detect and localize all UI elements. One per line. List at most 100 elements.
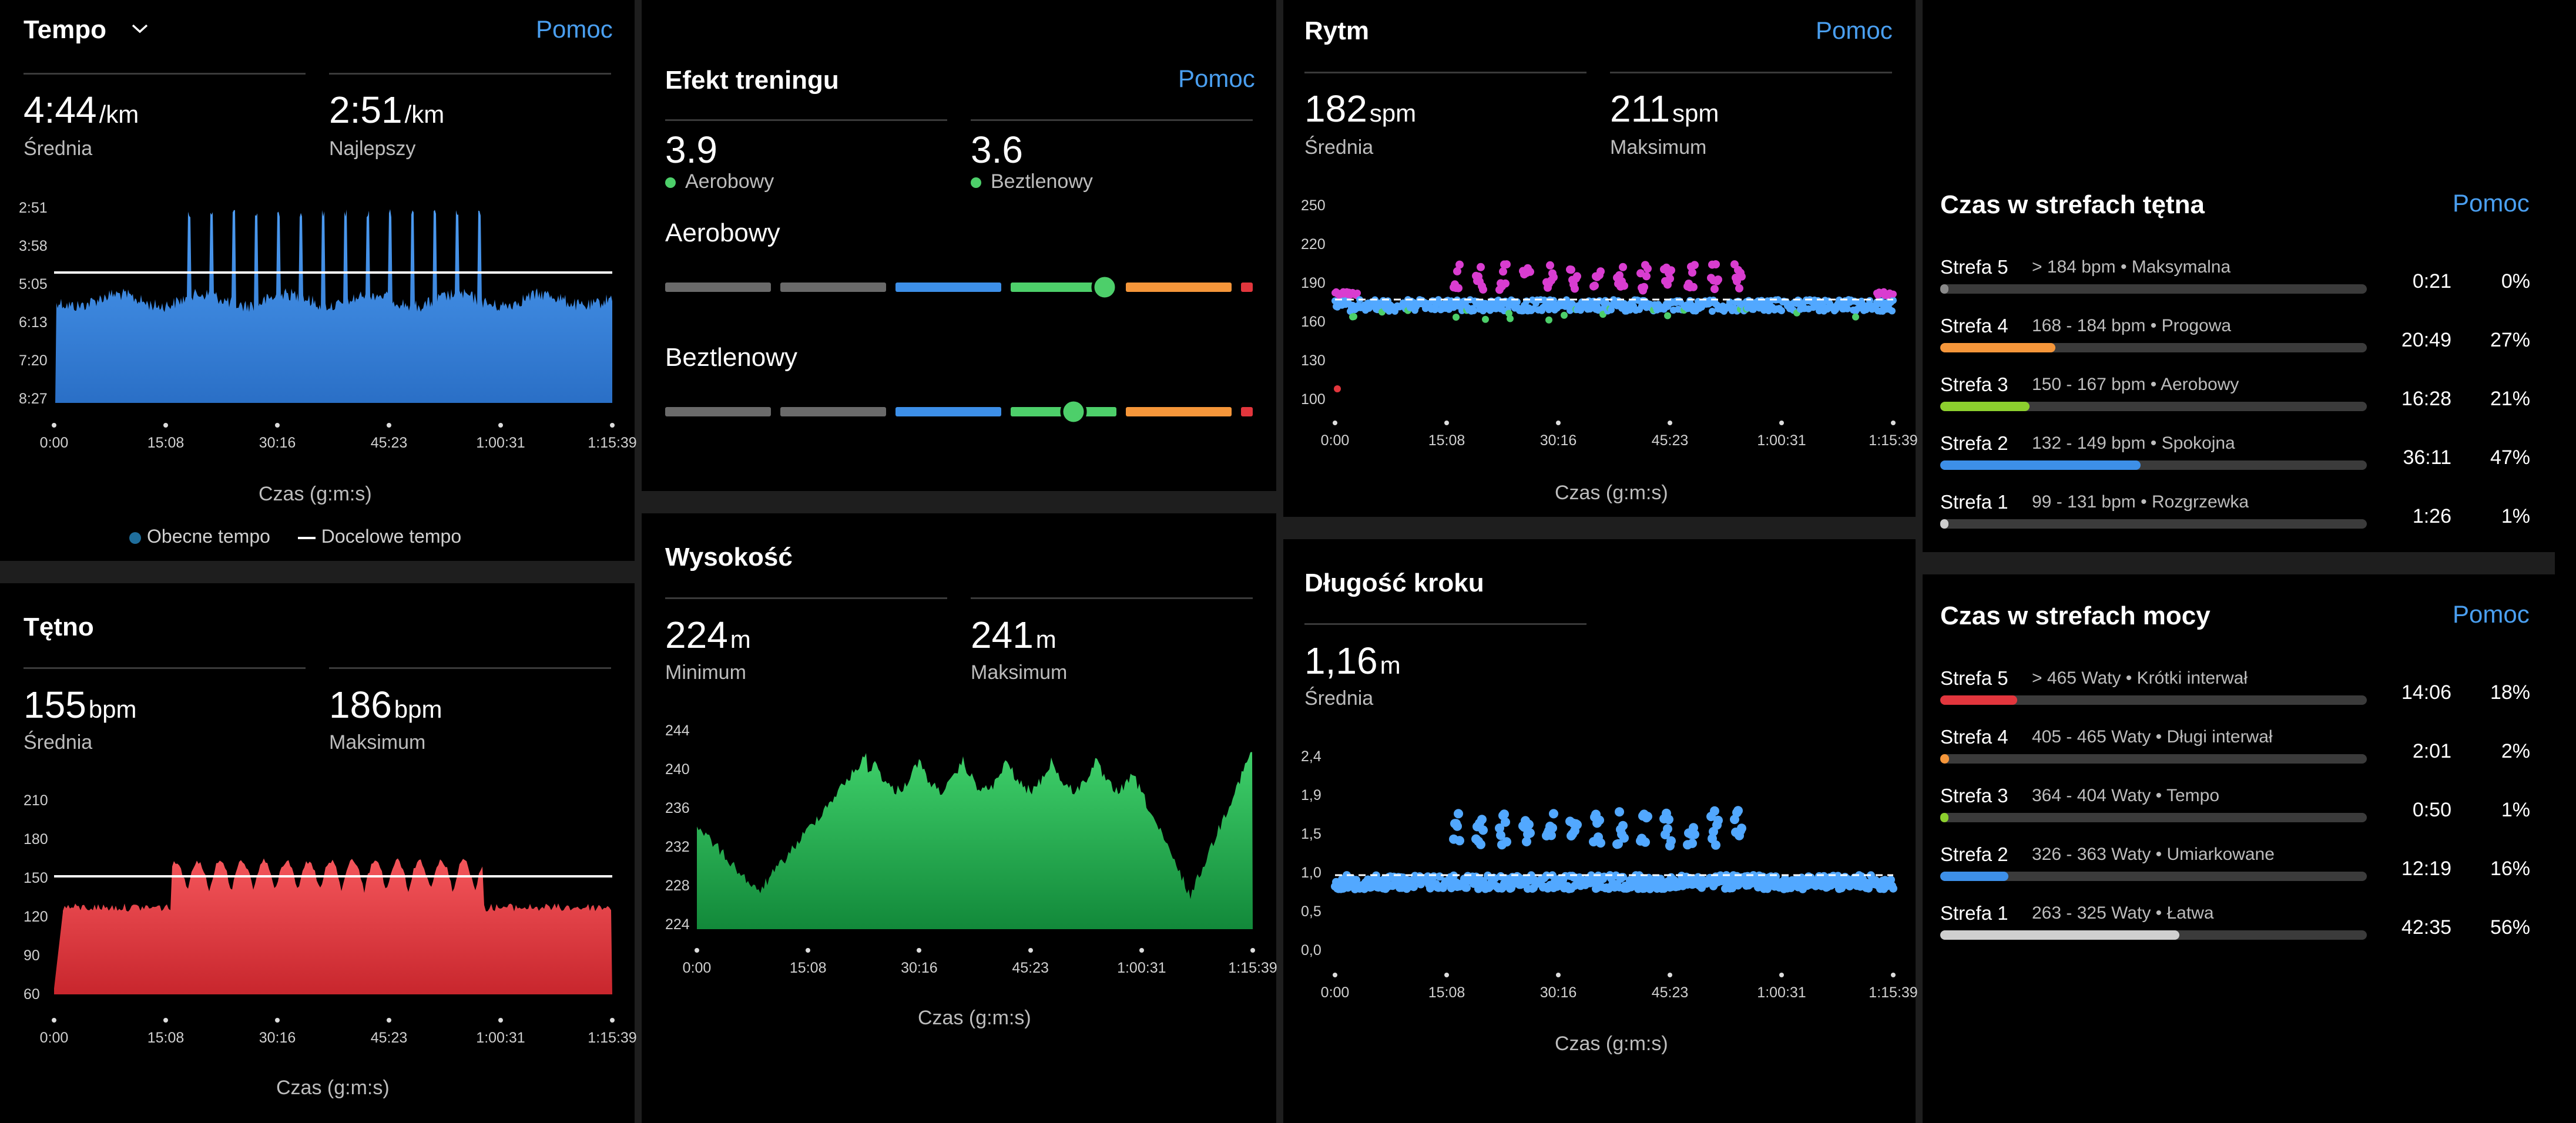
hr-x-tick-dot xyxy=(610,1018,615,1023)
cadence-y-tick: 130 xyxy=(1301,352,1326,369)
cadence-point xyxy=(1710,285,1719,294)
power-zone-bar xyxy=(1940,695,2367,705)
cadence-point xyxy=(1642,272,1651,281)
cadence-point xyxy=(1573,272,1581,281)
divider xyxy=(329,73,611,75)
training-effect-panel: Efekt treningu Pomoc 3.9 Aerobowy 3.6 Be… xyxy=(642,0,1276,491)
pace-legend: Obecne tempo Docelowe tempo xyxy=(129,526,461,547)
hr-x-tick: 45:23 xyxy=(370,1030,408,1046)
cadence-help-link[interactable]: Pomoc xyxy=(1816,16,1893,44)
power-zone-row[interactable]: Strefa 2 326 - 363 Waty • Umiarkowane 12:1… xyxy=(1923,843,2555,896)
power-zone-name: Strefa 2 xyxy=(1940,843,2008,865)
pace-help-link[interactable]: Pomoc xyxy=(536,15,613,43)
hr-zones-title: Czas w strefach tętna xyxy=(1940,190,2205,219)
stride-point xyxy=(1525,828,1535,838)
cadence-point xyxy=(1690,261,1699,270)
cadence-point xyxy=(1591,281,1599,290)
pace-x-tick: 30:16 xyxy=(259,435,296,451)
stride-y-tick: 1,5 xyxy=(1301,826,1321,842)
heart-rate-chart[interactable] xyxy=(54,801,612,998)
altitude-y-tick: 236 xyxy=(665,800,690,816)
hr-y-tick: 180 xyxy=(24,831,48,848)
cadence-point xyxy=(1482,315,1489,323)
hr-zone-row[interactable]: Strefa 3 150 - 167 bpm • Aerobowy 16:28 21% xyxy=(1923,374,2555,426)
power-zone-row[interactable]: Strefa 4 405 - 465 Waty • Długi interwał 2… xyxy=(1923,726,2555,779)
cadence-point xyxy=(1350,313,1357,320)
cadence-x-tick: 45:23 xyxy=(1651,432,1689,449)
hr-zone-row[interactable]: Strefa 2 132 - 149 bpm • Spokojna 36:11 47% xyxy=(1923,432,2555,485)
cadence-y-tick: 190 xyxy=(1301,275,1326,291)
power-zone-desc: 405 - 465 Waty • Długi interwał xyxy=(2032,727,2273,747)
divider xyxy=(1283,517,1916,539)
hr-zones-help-link[interactable]: Pomoc xyxy=(2453,189,2530,217)
cadence-y-tick: 220 xyxy=(1301,236,1326,253)
cadence-point xyxy=(1334,385,1341,392)
stride-point xyxy=(1666,836,1676,846)
hr-zone-bar xyxy=(1940,519,2367,529)
stride-point xyxy=(1524,819,1534,829)
power-zones-panel: Czas w strefach mocy Pomoc Strefa 5 > 465… xyxy=(1923,574,2555,1123)
cadence-point xyxy=(1567,265,1575,274)
stride-point xyxy=(1710,806,1719,816)
pace-x-tick: 45:23 xyxy=(370,435,408,451)
hr-zone-time: 16:28 xyxy=(2401,388,2451,410)
hr-zone-row[interactable]: Strefa 4 168 - 184 bpm • Progowa 20:49 27% xyxy=(1923,315,2555,368)
power-zone-bar-fill xyxy=(1940,872,2009,881)
heart-rate-panel: Tętno 155bpm Średnia 186bpm Maksimum Cza… xyxy=(0,583,637,1123)
power-zone-row[interactable]: Strefa 1 263 - 325 Waty • Łatwa 42:35 56% xyxy=(1923,902,2555,955)
altitude-max-label: Maksimum xyxy=(971,661,1068,684)
pace-title[interactable]: Tempo xyxy=(24,15,148,45)
stride-point xyxy=(1352,876,1360,885)
power-zone-bar-fill xyxy=(1940,695,2017,705)
pace-chart[interactable] xyxy=(54,206,612,405)
altitude-chart[interactable] xyxy=(697,732,1253,929)
pace-x-tick-dot xyxy=(52,423,56,428)
green-dot-icon xyxy=(971,177,981,189)
stride-avg-value: 1,16m xyxy=(1304,640,1401,682)
altitude-y-tick: 232 xyxy=(665,839,690,855)
stride-y-tick: 1,0 xyxy=(1301,865,1321,881)
cadence-x-tick: 1:00:31 xyxy=(1757,432,1806,449)
cadence-point xyxy=(1479,285,1487,294)
pace-x-tick: 1:00:31 xyxy=(476,435,525,451)
stride-y-tick: 0,0 xyxy=(1301,942,1321,959)
cadence-point xyxy=(1889,307,1896,315)
power-zone-row[interactable]: Strefa 3 364 - 404 Waty • Tempo 0:50 1% xyxy=(1923,785,2555,838)
stride-point xyxy=(1497,872,1505,880)
cadence-chart[interactable] xyxy=(1331,206,1897,403)
altitude-area xyxy=(697,752,1253,929)
altitude-time-caption: Czas (g:m:s) xyxy=(918,1007,1031,1029)
stride-time-caption: Czas (g:m:s) xyxy=(1555,1033,1668,1055)
stride-x-tick: 1:15:39 xyxy=(1869,984,1918,1001)
stride-point xyxy=(1619,873,1627,882)
anaero-scale-title: Beztlenowy xyxy=(665,343,798,372)
stride-y-tick: 0,5 xyxy=(1301,903,1321,920)
hr-x-tick: 30:16 xyxy=(259,1030,296,1046)
power-zone-time: 2:01 xyxy=(2412,740,2451,762)
power-zone-desc: 326 - 363 Waty • Umiarkowane xyxy=(2032,845,2275,864)
chevron-down-icon[interactable] xyxy=(131,23,149,35)
legend-current-label: Obecne tempo xyxy=(147,526,270,547)
power-zone-name: Strefa 3 xyxy=(1940,785,2008,806)
cadence-point xyxy=(1526,267,1534,276)
power-zone-bar xyxy=(1940,754,2367,764)
stride-x-tick: 1:00:31 xyxy=(1757,984,1806,1001)
cadence-x-tick-dot xyxy=(1444,421,1449,425)
stride-chart[interactable] xyxy=(1331,758,1897,955)
stride-point xyxy=(1522,837,1531,846)
stride-x-tick-dot xyxy=(1779,973,1784,977)
cadence-point xyxy=(1852,313,1859,321)
power-zones-help-link[interactable]: Pomoc xyxy=(2453,600,2530,628)
stride-point xyxy=(1549,809,1558,819)
hr-x-tick: 1:15:39 xyxy=(588,1030,637,1046)
hr-zone-row[interactable]: Strefa 5 > 184 bpm • Maksymalna 0:21 0% xyxy=(1923,256,2555,309)
cadence-x-tick: 0:00 xyxy=(1320,432,1350,449)
power-zone-row[interactable]: Strefa 5 > 465 Waty • Krótki interwał 14:0… xyxy=(1923,667,2555,720)
cadence-point xyxy=(1667,266,1675,275)
stride-point xyxy=(1410,883,1418,892)
hr-zone-row[interactable]: Strefa 1 99 - 131 bpm • Rozgrzewka 1:26 1% xyxy=(1923,491,2555,544)
cadence-point xyxy=(1477,263,1485,271)
hr-zone-bar xyxy=(1940,284,2367,294)
cadence-x-tick-dot xyxy=(1333,421,1337,425)
effect-help-link[interactable]: Pomoc xyxy=(1178,65,1255,92)
